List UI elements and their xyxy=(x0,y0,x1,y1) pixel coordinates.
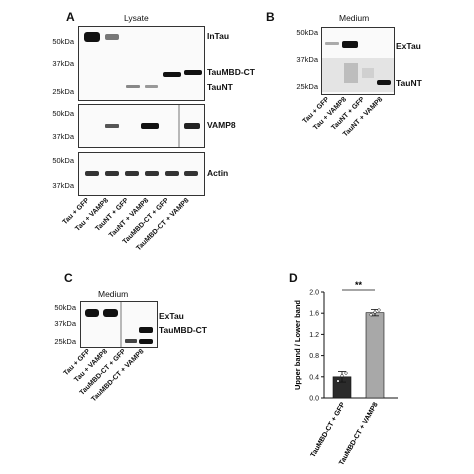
label-b-extau: ExTau xyxy=(396,41,421,51)
label-c-extau: ExTau xyxy=(159,311,184,321)
label-intau: InTau xyxy=(207,31,230,41)
label-b-taunt: TauNT xyxy=(396,78,422,88)
panel-c-blot-bands xyxy=(85,302,153,347)
panel-c-mw-37: 37kDa xyxy=(54,319,76,328)
panel-a-blot-2-mw-50: 50kDa xyxy=(52,109,74,118)
label-taumbd-ct: TauMBD-CT xyxy=(207,67,255,77)
x-tick-label: TauMBD-CT + VAMP8 xyxy=(338,401,380,466)
y-tick-label: 1.2 xyxy=(309,332,319,339)
data-point xyxy=(336,379,340,383)
panel-b-mw-37: 37kDa xyxy=(296,55,318,64)
y-tick-label: 0.8 xyxy=(309,353,319,360)
panel-a-title: Lysate xyxy=(124,13,149,23)
panel-a-mw-50: 50kDa xyxy=(52,37,74,46)
panel-a-blot-3-bands xyxy=(85,171,198,176)
data-point xyxy=(344,371,348,375)
data-point xyxy=(373,310,377,314)
data-point xyxy=(340,374,344,378)
panel-c-mw-50: 50kDa xyxy=(54,303,76,312)
y-tick-label: 0.0 xyxy=(309,396,319,403)
panel-a-blot-2-mw-37: 37kDa xyxy=(52,132,74,141)
label-c-taumbd-ct: TauMBD-CT xyxy=(159,325,207,335)
panel-b-blot-bands xyxy=(322,41,394,92)
y-tick-label: 2.0 xyxy=(309,290,319,297)
panel-c-mw-25: 25kDa xyxy=(54,337,76,346)
data-point xyxy=(377,308,381,312)
panel-a-blot-3 xyxy=(78,152,205,196)
y-tick-label: 1.6 xyxy=(309,311,319,318)
label-taunt: TauNT xyxy=(207,82,233,92)
panel-c-blot xyxy=(80,301,158,348)
panel-a-blot-2-bands xyxy=(105,105,200,147)
panel-c-letter: C xyxy=(64,271,73,285)
panel-a-blot-3-mw-50: 50kDa xyxy=(52,156,74,165)
panel-b-title: Medium xyxy=(339,13,370,23)
significance-label: ** xyxy=(355,280,363,290)
y-axis-label: Upper band / Lower band xyxy=(293,300,302,390)
label-vamp8: VAMP8 xyxy=(207,120,236,130)
label-actin: Actin xyxy=(207,168,229,178)
data-point xyxy=(369,313,373,317)
panel-a-blot-2 xyxy=(78,104,205,148)
panel-d-letter: D xyxy=(289,271,298,285)
panel-a-blot-1-bands xyxy=(84,32,202,88)
panel-c-title: Medium xyxy=(98,289,129,299)
x-tick-label: TauMBD-CT + GFP xyxy=(310,401,347,458)
panel-b-mw-25: 25kDa xyxy=(296,82,318,91)
panel-a-blot-1 xyxy=(78,26,205,101)
panel-b-letter: B xyxy=(266,10,275,24)
panel-a-letter: A xyxy=(66,10,75,24)
panel-a-mw-25: 25kDa xyxy=(52,87,74,96)
panel-a-mw-37: 37kDa xyxy=(52,59,74,68)
panel-a-blot-3-mw-37: 37kDa xyxy=(52,181,74,190)
bar xyxy=(365,312,385,399)
y-tick-label: 0.4 xyxy=(309,374,319,381)
panel-b-blot xyxy=(321,27,395,95)
panel-b-mw-50: 50kDa xyxy=(296,28,318,37)
